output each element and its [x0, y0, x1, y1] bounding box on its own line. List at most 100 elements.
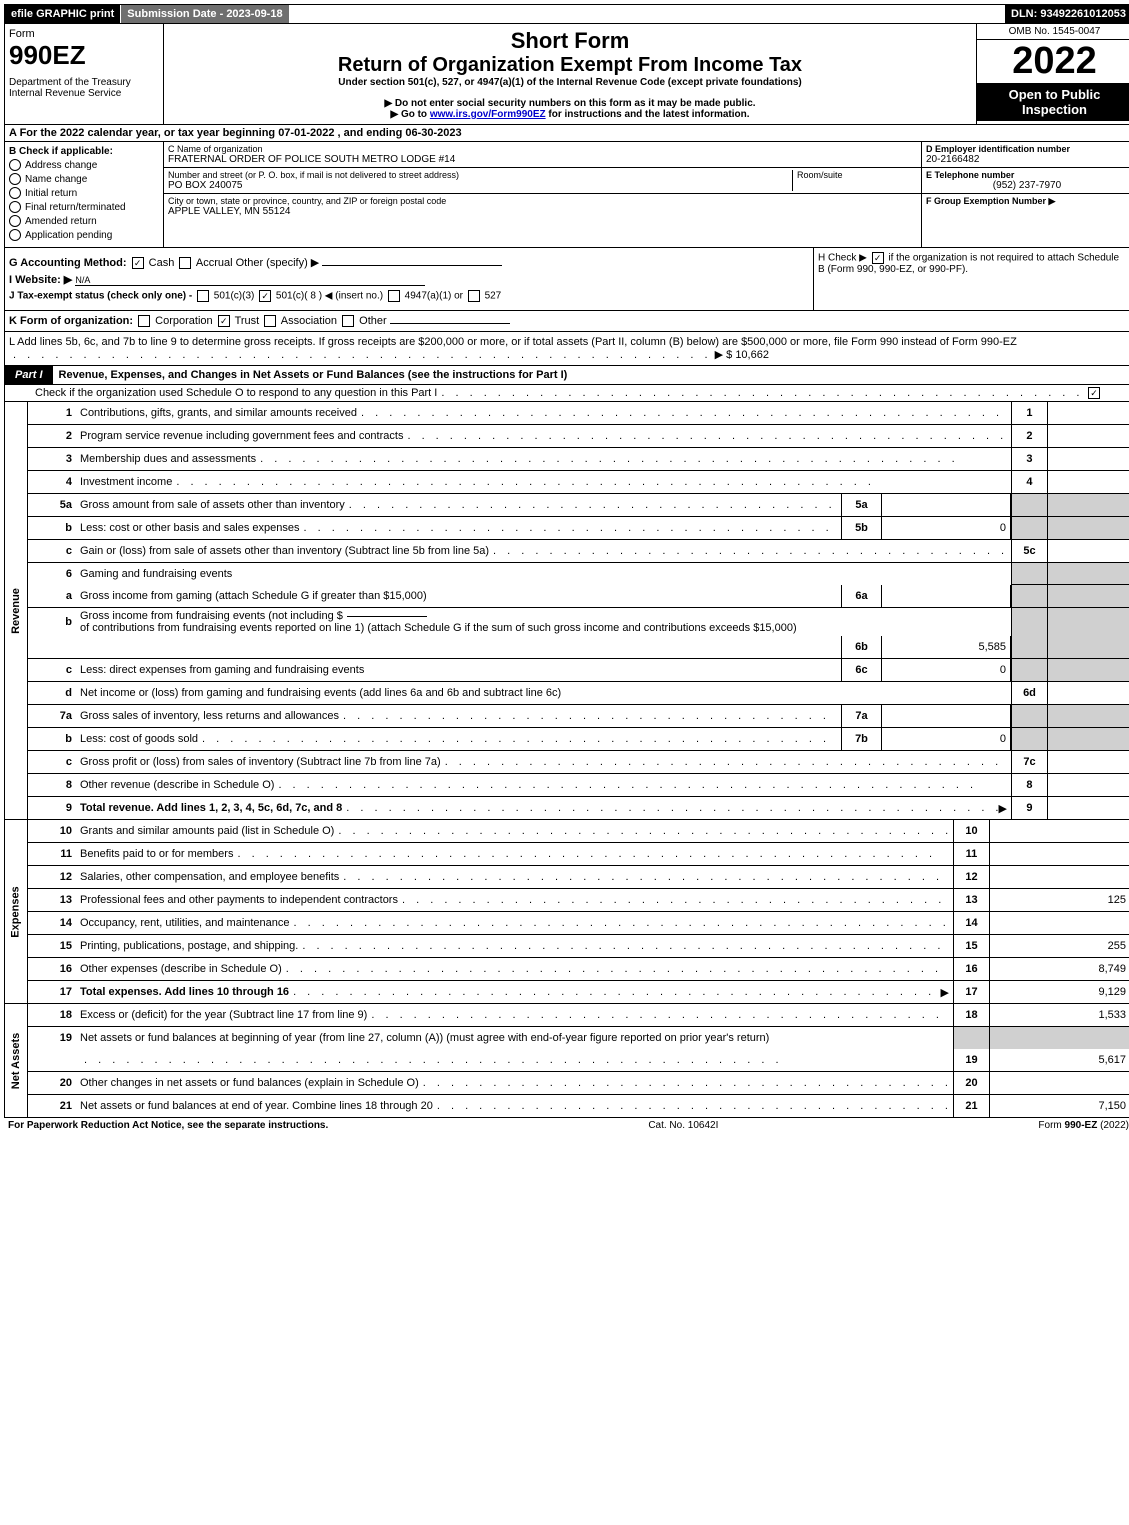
line-6d-value: 5,585 — [1047, 682, 1129, 704]
line-5c-value: 0 — [1047, 540, 1129, 562]
line-14: 14 Occupancy, rent, utilities, and maint… — [28, 912, 1129, 935]
line-5b-value: 0 — [882, 517, 1011, 539]
h-check-label: H Check ▶ — [818, 253, 867, 264]
part-1-check-row: Check if the organization used Schedule … — [4, 385, 1129, 402]
side-label-expenses: Expenses — [5, 820, 28, 1003]
section-b-title: B Check if applicable: — [9, 146, 159, 157]
street-label: Number and street (or P. O. box, if mail… — [168, 170, 792, 180]
line-20-value — [989, 1072, 1129, 1094]
line-18-value: 1,533 — [989, 1004, 1129, 1026]
form-number: 990EZ — [9, 40, 159, 71]
line-21-value: 7,150 — [989, 1095, 1129, 1117]
line-6b-part2: 6b 5,585 — [28, 636, 1129, 659]
other-specify-input[interactable] — [322, 265, 502, 266]
accounting-method-line: G Accounting Method: Cash Accrual Other … — [9, 256, 809, 269]
tax-exempt-label: J Tax-exempt status (check only one) - — [9, 291, 192, 302]
street-value: PO BOX 240075 — [168, 180, 792, 191]
tel-row: E Telephone number (952) 237-7970 — [922, 168, 1129, 194]
org-name-value: FRATERNAL ORDER OF POLICE SOUTH METRO LO… — [168, 154, 917, 165]
header-right: OMB No. 1545-0047 2022 Open to Public In… — [976, 24, 1129, 124]
line-7a: 7a Gross sales of inventory, less return… — [28, 705, 1129, 728]
row-k: K Form of organization: Corporation Trus… — [4, 311, 1129, 332]
check-address-change[interactable]: Address change — [9, 159, 159, 171]
line-6a: a Gross income from gaming (attach Sched… — [28, 585, 1129, 608]
check-amended-return[interactable]: Amended return — [9, 215, 159, 227]
line-6a-value — [882, 585, 1011, 607]
page-footer: For Paperwork Reduction Act Notice, see … — [4, 1118, 1129, 1133]
city-value: APPLE VALLEY, MN 55124 — [168, 206, 917, 217]
line-2: 2 Program service revenue including gove… — [28, 425, 1129, 448]
do-not-notice: ▶ Do not enter social security numbers o… — [168, 98, 972, 109]
check-name-change[interactable]: Name change — [9, 173, 159, 185]
check-other-org[interactable] — [342, 315, 354, 327]
part-1-header: Part I Revenue, Expenses, and Changes in… — [4, 366, 1129, 385]
line-13: 13 Professional fees and other payments … — [28, 889, 1129, 912]
street-row: Number and street (or P. O. box, if mail… — [164, 168, 921, 194]
goto-prefix: ▶ Go to — [390, 109, 429, 120]
check-accrual[interactable] — [179, 257, 191, 269]
efile-label[interactable]: efile GRAPHIC print — [5, 5, 120, 23]
check-4947[interactable] — [388, 290, 400, 302]
section-g: G Accounting Method: Cash Accrual Other … — [5, 248, 813, 310]
line-19-value: 5,617 — [989, 1049, 1129, 1071]
line-14-value — [989, 912, 1129, 934]
line-12-value — [989, 866, 1129, 888]
line-13-value: 125 — [989, 889, 1129, 911]
check-527[interactable] — [468, 290, 480, 302]
check-application-pending[interactable]: Application pending — [9, 229, 159, 241]
form-word: Form — [9, 28, 159, 40]
check-final-return[interactable]: Final return/terminated — [9, 201, 159, 213]
line-12: 12 Salaries, other compensation, and emp… — [28, 866, 1129, 889]
dln-label: DLN: 93492261012053 — [1005, 5, 1129, 23]
line-3: 3 Membership dues and assessments. . . .… — [28, 448, 1129, 471]
submission-date: Submission Date - 2023-09-18 — [120, 5, 288, 23]
other-org-input[interactable] — [390, 323, 510, 324]
net-assets-section: Net Assets 18 Excess or (deficit) for th… — [4, 1004, 1129, 1118]
website-label: I Website: ▶ — [9, 274, 72, 286]
contributions-input — [347, 616, 427, 617]
part-1-label: Part I — [5, 366, 53, 384]
line-7c: c Gross profit or (loss) from sales of i… — [28, 751, 1129, 774]
check-501c3[interactable] — [197, 290, 209, 302]
line-17-value: 9,129 — [989, 981, 1129, 1003]
line-2-value: 0 — [1047, 425, 1129, 447]
omb-number: OMB No. 1545-0047 — [977, 24, 1129, 40]
cat-number: Cat. No. 10642I — [648, 1120, 718, 1131]
expenses-section: Expenses 10 Grants and similar amounts p… — [4, 820, 1129, 1004]
line-6c: c Less: direct expenses from gaming and … — [28, 659, 1129, 682]
revenue-section: Revenue 1 Contributions, gifts, grants, … — [4, 402, 1129, 820]
line-9: 9 Total revenue. Add lines 1, 2, 3, 4, 5… — [28, 797, 1129, 819]
line-6b-part1: b Gross income from fundraising events (… — [28, 608, 1129, 636]
ein-value: 20-2166482 — [926, 154, 1128, 165]
check-501c[interactable] — [259, 290, 271, 302]
line-6d: d Net income or (loss) from gaming and f… — [28, 682, 1129, 705]
short-form-title: Short Form — [168, 28, 972, 54]
tel-value: (952) 237-7970 — [926, 180, 1128, 191]
section-gh: G Accounting Method: Cash Accrual Other … — [4, 248, 1129, 311]
check-schedule-o-used[interactable] — [1088, 387, 1100, 399]
irs-link[interactable]: www.irs.gov/Form990EZ — [430, 109, 546, 120]
check-corporation[interactable] — [138, 315, 150, 327]
line-6b-value: 5,585 — [882, 636, 1011, 658]
line-7a-value — [882, 705, 1011, 727]
line-7c-value: 0 — [1047, 751, 1129, 773]
check-association[interactable] — [264, 315, 276, 327]
line-18: 18 Excess or (deficit) for the year (Sub… — [28, 1004, 1129, 1027]
form-footer: Form 990-EZ (2022) — [1038, 1120, 1129, 1131]
section-bcd: B Check if applicable: Address change Na… — [4, 142, 1129, 248]
part-1-title: Revenue, Expenses, and Changes in Net As… — [53, 366, 1129, 384]
goto-notice: ▶ Go to www.irs.gov/Form990EZ for instru… — [168, 109, 972, 120]
ein-row: D Employer identification number 20-2166… — [922, 142, 1129, 168]
section-h: H Check ▶ if the organization is not req… — [813, 248, 1129, 310]
room-label: Room/suite — [797, 170, 917, 180]
city-label: City or town, state or province, country… — [168, 196, 917, 206]
line-15: 15 Printing, publications, postage, and … — [28, 935, 1129, 958]
org-name-label: C Name of organization — [168, 144, 917, 154]
line-16: 16 Other expenses (describe in Schedule … — [28, 958, 1129, 981]
goto-suffix: for instructions and the latest informat… — [546, 109, 750, 120]
check-schedule-b-not-required[interactable] — [872, 252, 884, 264]
check-initial-return[interactable]: Initial return — [9, 187, 159, 199]
line-10-value — [989, 820, 1129, 842]
check-trust[interactable] — [218, 315, 230, 327]
check-cash[interactable] — [132, 257, 144, 269]
